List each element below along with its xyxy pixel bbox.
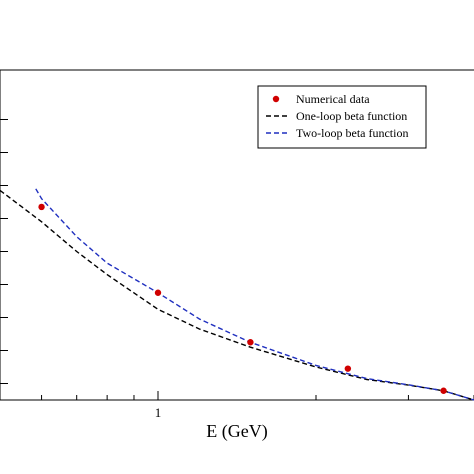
series-layer [0,188,474,401]
x-axis-label: E (GeV) [206,421,267,442]
legend-label: Numerical data [296,92,370,106]
legend-label: One-loop beta function [296,109,407,123]
data-point [154,289,162,296]
legend: Numerical data One-loop beta function Two-… [257,85,427,149]
x-tick-label: 1 [155,405,162,420]
data-point [344,365,352,372]
legend-label: Two-loop beta function [296,126,408,140]
series-line [35,188,474,401]
plot-frame [0,69,474,401]
legend-box [257,85,427,149]
data-point [440,387,447,394]
data-point [247,339,254,346]
legend-marker [272,95,280,103]
data-point [38,203,45,211]
series-line [0,189,474,401]
ticks: 1 [0,119,474,420]
